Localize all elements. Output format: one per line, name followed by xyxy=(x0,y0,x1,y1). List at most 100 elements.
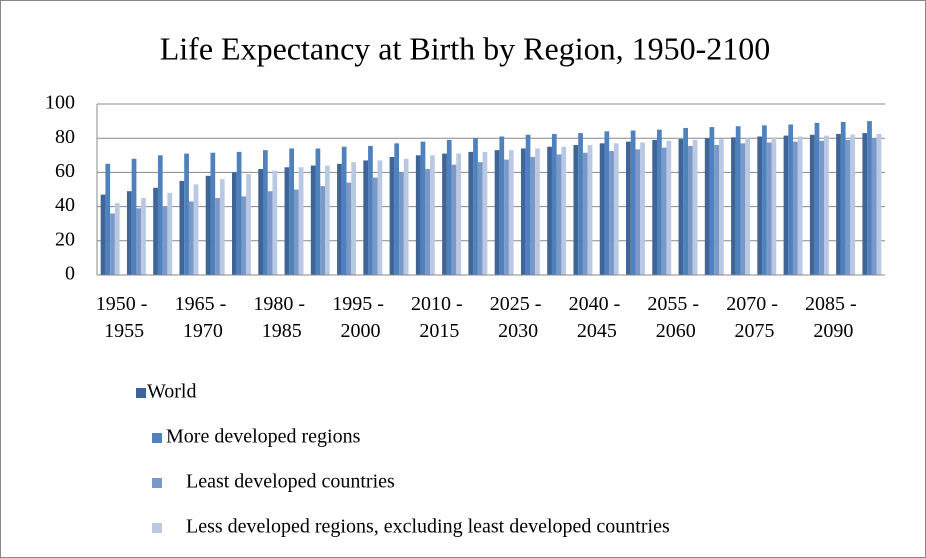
bar xyxy=(613,143,619,275)
bar xyxy=(731,137,736,275)
bar xyxy=(126,191,132,275)
legend-marker xyxy=(152,433,162,443)
bar xyxy=(797,136,803,275)
bar xyxy=(267,191,273,275)
bar xyxy=(740,143,746,275)
bar xyxy=(131,158,137,275)
y-tick-label: 100 xyxy=(45,92,75,114)
bar xyxy=(762,125,767,275)
bar xyxy=(609,151,614,275)
bar xyxy=(136,208,142,275)
x-tick-label: 1995 - 2000 xyxy=(332,293,389,342)
bar xyxy=(824,135,829,275)
bar xyxy=(556,154,562,275)
bar xyxy=(394,143,400,275)
bar xyxy=(100,194,106,275)
bar xyxy=(508,150,514,275)
y-tick-label: 20 xyxy=(55,228,75,250)
bar xyxy=(688,145,693,275)
bar xyxy=(520,148,526,275)
bar xyxy=(871,138,877,275)
bar xyxy=(525,134,531,275)
y-tick-label: 40 xyxy=(55,194,75,216)
bar xyxy=(840,121,846,275)
bar xyxy=(446,139,452,275)
x-tick-label: 1980 - 1985 xyxy=(253,293,310,342)
bar xyxy=(167,192,173,275)
x-tick-label: 2025 - 2030 xyxy=(490,293,547,342)
bar xyxy=(704,138,710,275)
bar xyxy=(157,155,163,275)
x-tick-label: 2040 - 2045 xyxy=(569,293,626,342)
bar xyxy=(845,139,851,275)
y-tick-label: 60 xyxy=(55,160,75,182)
bar xyxy=(456,153,462,275)
bar xyxy=(745,138,750,275)
bar xyxy=(547,146,552,275)
bar xyxy=(215,198,220,275)
bar xyxy=(372,177,378,275)
bar xyxy=(661,147,667,275)
bar xyxy=(430,155,435,275)
bar xyxy=(640,142,645,275)
legend-marker xyxy=(152,523,162,533)
bar xyxy=(666,140,672,275)
bar xyxy=(836,133,841,275)
bar xyxy=(179,180,185,275)
bar xyxy=(236,151,242,275)
bar xyxy=(561,146,567,275)
bar xyxy=(850,134,856,275)
bar xyxy=(573,145,579,275)
bar xyxy=(635,149,641,275)
bar xyxy=(582,152,588,275)
bar xyxy=(315,148,321,275)
bar xyxy=(294,189,299,275)
bar xyxy=(425,168,431,275)
x-tick-label: 2010 - 2015 xyxy=(411,293,468,342)
bar xyxy=(599,143,605,275)
bar xyxy=(188,201,194,275)
bar xyxy=(709,127,715,276)
bar xyxy=(757,136,763,275)
bar xyxy=(337,163,342,275)
bar xyxy=(351,162,356,275)
bar xyxy=(771,137,777,275)
bar xyxy=(289,148,294,275)
bar xyxy=(153,187,158,275)
bar xyxy=(284,167,290,275)
bar xyxy=(258,168,264,275)
bar xyxy=(678,139,684,275)
legend-marker xyxy=(136,388,146,398)
bar xyxy=(298,167,304,275)
bar xyxy=(403,158,409,275)
bar xyxy=(783,135,789,275)
x-tick-label: 1965 - 1970 xyxy=(175,293,232,342)
bar xyxy=(310,165,316,275)
bar xyxy=(219,179,225,275)
bar xyxy=(272,170,278,275)
bar xyxy=(114,203,120,275)
bar xyxy=(578,133,583,275)
bar xyxy=(415,155,421,275)
bar xyxy=(420,141,426,275)
x-tick-label: 2085 - 2090 xyxy=(805,293,862,342)
bar xyxy=(494,150,500,275)
bar xyxy=(377,160,383,275)
bar xyxy=(341,146,347,275)
bar xyxy=(368,145,373,275)
legend-label: Least developed countries xyxy=(186,471,395,493)
bar xyxy=(876,133,882,275)
bar xyxy=(162,206,168,275)
bar xyxy=(346,182,352,275)
legend-label: World xyxy=(147,381,197,403)
bar xyxy=(814,122,820,275)
bar xyxy=(692,139,698,275)
bar xyxy=(766,142,772,275)
bar xyxy=(499,136,505,275)
bar xyxy=(535,148,540,275)
y-tick-label: 80 xyxy=(55,126,75,148)
bar xyxy=(241,196,247,275)
bar xyxy=(184,153,189,275)
